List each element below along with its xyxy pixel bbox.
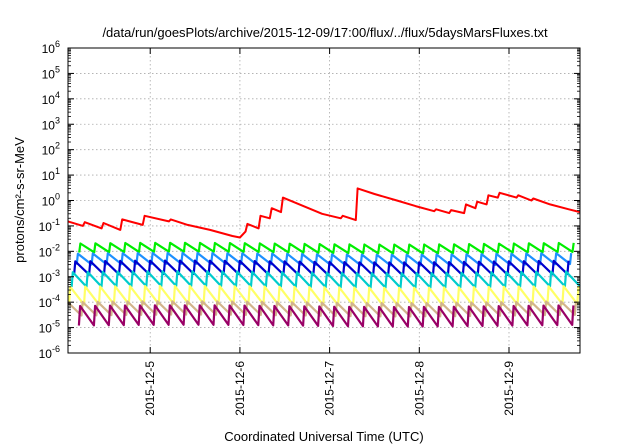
y-tick-label: 100 [42, 192, 60, 209]
y-tick-label: 102 [42, 141, 60, 158]
series-lines [66, 187, 581, 328]
y-tick-label: 103 [42, 115, 60, 132]
y-tick-label: 10-5 [39, 319, 60, 336]
axis-ticks [68, 47, 580, 354]
y-tick-label: 10-4 [39, 293, 60, 310]
y-tick-labels: 106 105 104 103 102 101 100 10-1 10-2 10-3 10-4 10-… [39, 39, 60, 361]
y-tick-label: 10-3 [39, 268, 60, 285]
x-tick-labels: 2015-12-5 2015-12-6 2015-12-7 2015-12-8 2015… [143, 361, 516, 416]
series-line [70, 270, 581, 289]
x-tick-label: 2015-12-9 [502, 361, 516, 416]
y-tick-label: 104 [42, 90, 60, 107]
y-tick-label: 10-6 [39, 344, 60, 361]
y-axis-label: protons/cm²-s-sr-MeV [12, 137, 27, 263]
series-line [78, 241, 575, 255]
series-line [66, 300, 578, 318]
y-tick-label: 101 [42, 166, 60, 183]
chart-title: /data/run/goesPlots/archive/2015-12-09/1… [102, 25, 548, 40]
series-line [67, 187, 581, 239]
x-tick-label: 2015-12-6 [233, 361, 247, 416]
series-line [77, 304, 575, 328]
grid-lines [68, 48, 580, 353]
x-axis-label: Coordinated Universal Time (UTC) [224, 429, 423, 444]
series-line [67, 284, 580, 307]
y-tick-label: 10-2 [39, 242, 60, 259]
x-tick-label: 2015-12-8 [412, 361, 426, 416]
y-tick-label: 106 [42, 39, 60, 56]
y-tick-label: 105 [42, 64, 60, 81]
x-tick-label: 2015-12-7 [323, 361, 337, 416]
x-tick-label: 2015-12-5 [143, 361, 157, 416]
y-tick-label: 10-1 [39, 217, 60, 234]
